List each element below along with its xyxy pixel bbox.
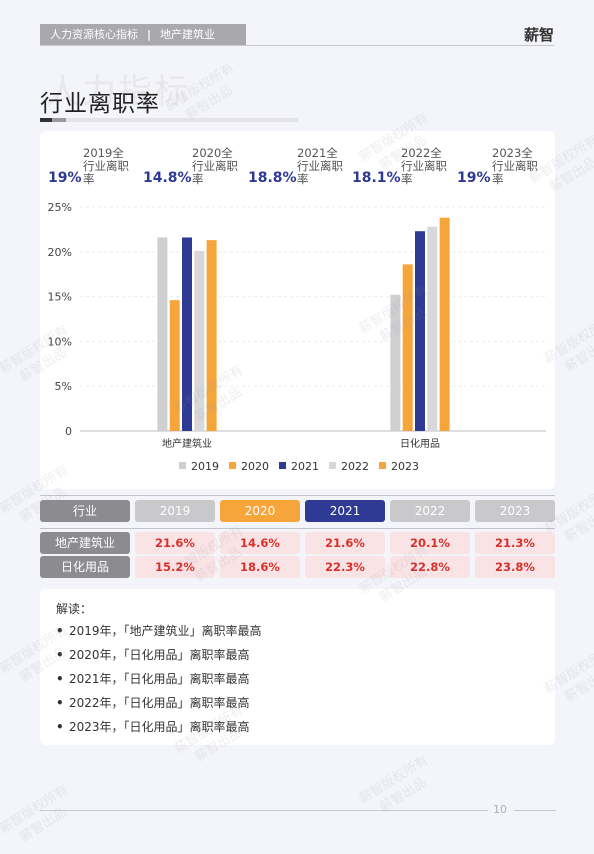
header-separator: | [147,28,152,41]
title-underline [40,118,298,122]
table-cell: 18.6% [220,556,300,578]
bar-2021 [182,237,192,431]
legend-swatch [279,462,286,469]
stat-value: 19% [457,170,491,186]
bar-2023 [206,240,217,431]
bar-2019 [157,237,168,431]
table-cell: 21.6% [135,532,215,554]
legend-label: 2021 [291,460,319,473]
legend-swatch [329,462,336,469]
y-tick-label: 20% [48,246,72,259]
header-divider [40,45,554,46]
stat-label: 2022全行业离职率 [401,146,447,186]
stat-label: 2020全行业离职率 [192,146,238,186]
header-section: 人力资源核心指标 [50,28,138,41]
table-header-year: 2020 [220,500,300,522]
stat-value: 18.8% [248,170,297,186]
watermark: 薪智版权所有薪智出品 [0,782,72,846]
bar-2023 [439,217,450,431]
legend-label: 2023 [391,460,419,473]
table-cell: 20.1% [390,532,470,554]
table-cell: 21.6% [305,532,385,554]
bar-2020 [169,300,180,431]
bar-2022 [427,226,438,431]
note-item: • 2020年，「日化用品」离职率最高 [56,648,250,662]
stat-label: 2019全行业离职率 [83,146,129,186]
chart-card: 19% 2019全行业离职率 14.8% 2020全行业离职率 18.8% 20… [40,131,555,489]
table-header-year: 2019 [135,500,215,522]
note-item: • 2022年，「日化用品」离职率最高 [56,696,250,710]
stat-value: 18.1% [352,170,401,186]
y-tick-label: 5% [55,380,72,393]
watermark: 薪智版权所有薪智出品 [356,752,432,816]
table-header-year: 2022 [390,500,470,522]
table-cell: 22.8% [390,556,470,578]
table-cell: 14.6% [220,532,300,554]
page-title: 行业离职率 [40,91,160,117]
notes-card: 解读： • 2019年，「地产建筑业」离职率最高 • 2020年，「日化用品」离职率… [40,589,555,745]
y-tick-label: 15% [48,291,72,304]
y-tick-label: 0 [65,425,72,438]
table-cell: 15.2% [135,556,215,578]
bar-2019 [390,294,401,431]
footer-line-right [514,810,556,811]
note-item: • 2019年，「地产建筑业」离职率最高 [56,624,262,638]
table-header-year: 2023 [475,500,555,522]
table-top-line [40,495,555,496]
stat-label: 2023全行业离职率 [492,146,538,186]
footer-line-left [40,810,488,811]
table-row-label: 地产建筑业 [40,532,130,554]
table-header-industry: 行业 [40,500,130,522]
stat-value: 19% [48,170,82,186]
legend-label: 2020 [241,460,269,473]
table-header-year: 2021 [305,500,385,522]
bar-2020 [402,264,413,431]
background-title: 人力指标 [46,72,190,112]
legend-swatch [229,462,236,469]
bar-2021 [415,231,425,431]
turnover-bar-chart: 0 5% 10% 15% 20% 25% 地产建筑业 日化用品 2019 2020 2021 2022… [48,201,546,473]
y-tick-label: 25% [48,201,72,214]
y-tick-label: 10% [48,335,72,348]
x-tick-label: 日化用品 [400,437,440,450]
table-header-line [40,528,555,529]
note-item: • 2021年，「日化用品」离职率最高 [56,672,250,686]
legend-swatch [179,462,186,469]
page-number: 10 [493,803,507,816]
legend-label: 2022 [341,460,369,473]
brand-logo: 薪智 [523,26,554,44]
bar-2022 [194,250,205,431]
table-cell: 22.3% [305,556,385,578]
table-row-label: 日化用品 [40,556,130,578]
table-cell: 23.8% [475,556,555,578]
note-item: • 2023年，「日化用品」离职率最高 [56,720,250,734]
table-cell: 21.3% [475,532,555,554]
legend-swatch [379,462,386,469]
stat-label: 2021全行业离职率 [297,146,343,186]
header-bar: 人力资源核心指标 | 地产建筑业 [40,24,246,45]
x-tick-label: 地产建筑业 [162,437,212,450]
legend-label: 2019 [191,460,219,473]
notes-title: 解读： [56,602,93,616]
stat-value: 14.8% [143,170,192,186]
header-industry: 地产建筑业 [160,28,216,41]
